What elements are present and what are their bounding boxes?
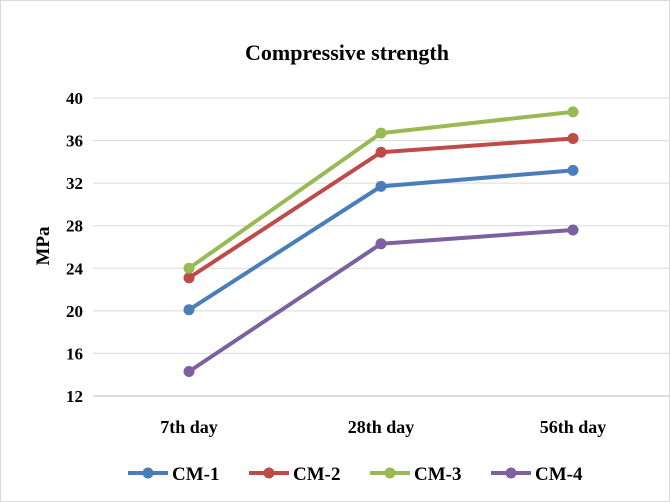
x-tick-label: 56th day xyxy=(540,417,607,437)
data-point xyxy=(183,262,195,274)
x-tick-label: 28th day xyxy=(348,417,415,437)
data-point xyxy=(375,180,387,192)
y-tick-label: 12 xyxy=(66,387,83,406)
legend-label: CM-2 xyxy=(293,464,340,485)
data-point xyxy=(375,127,387,139)
data-point xyxy=(567,132,579,144)
legend-marker xyxy=(263,467,275,479)
legend-marker xyxy=(384,467,396,479)
series-cm-2 xyxy=(183,132,579,284)
x-tick-label: 7th day xyxy=(160,417,218,437)
y-tick-label: 40 xyxy=(66,89,83,108)
data-point xyxy=(375,238,387,250)
legend-marker xyxy=(142,467,154,479)
legend-item: CM-3 xyxy=(370,464,461,485)
legend: CM-1 CM-2 CM-3 CM-4 xyxy=(128,464,583,485)
y-tick-label: 36 xyxy=(66,132,83,151)
series-line xyxy=(187,227,574,374)
y-axis-label: MPa xyxy=(33,226,54,266)
legend-label: CM-4 xyxy=(535,464,583,485)
series-cm-4 xyxy=(183,224,579,378)
data-point xyxy=(183,366,195,378)
legend-item: CM-4 xyxy=(491,464,583,485)
series-lines xyxy=(183,106,579,378)
series-cm-1 xyxy=(183,164,579,316)
y-tick-label: 32 xyxy=(66,174,83,193)
data-point xyxy=(567,106,579,118)
y-tick-label: 24 xyxy=(66,259,84,278)
legend-item: CM-2 xyxy=(249,464,340,485)
chart-title: Compressive strength xyxy=(245,40,449,65)
y-tick-label: 28 xyxy=(66,217,83,236)
legend-item: CM-1 xyxy=(128,464,219,485)
data-point xyxy=(183,304,195,316)
legend-label: CM-3 xyxy=(414,464,461,485)
series-line xyxy=(187,136,574,280)
data-point xyxy=(375,146,387,158)
legend-label: CM-1 xyxy=(172,464,219,485)
legend-marker xyxy=(505,467,517,479)
y-tick-label: 20 xyxy=(66,302,83,321)
axes: 12 16 20 24 28 32 36 40 7th day 28th day 56th day xyxy=(66,89,669,437)
series-cm-3 xyxy=(183,106,579,274)
data-point xyxy=(183,272,195,284)
data-point xyxy=(567,224,579,236)
data-point xyxy=(567,164,579,176)
y-tick-label: 16 xyxy=(66,344,83,363)
